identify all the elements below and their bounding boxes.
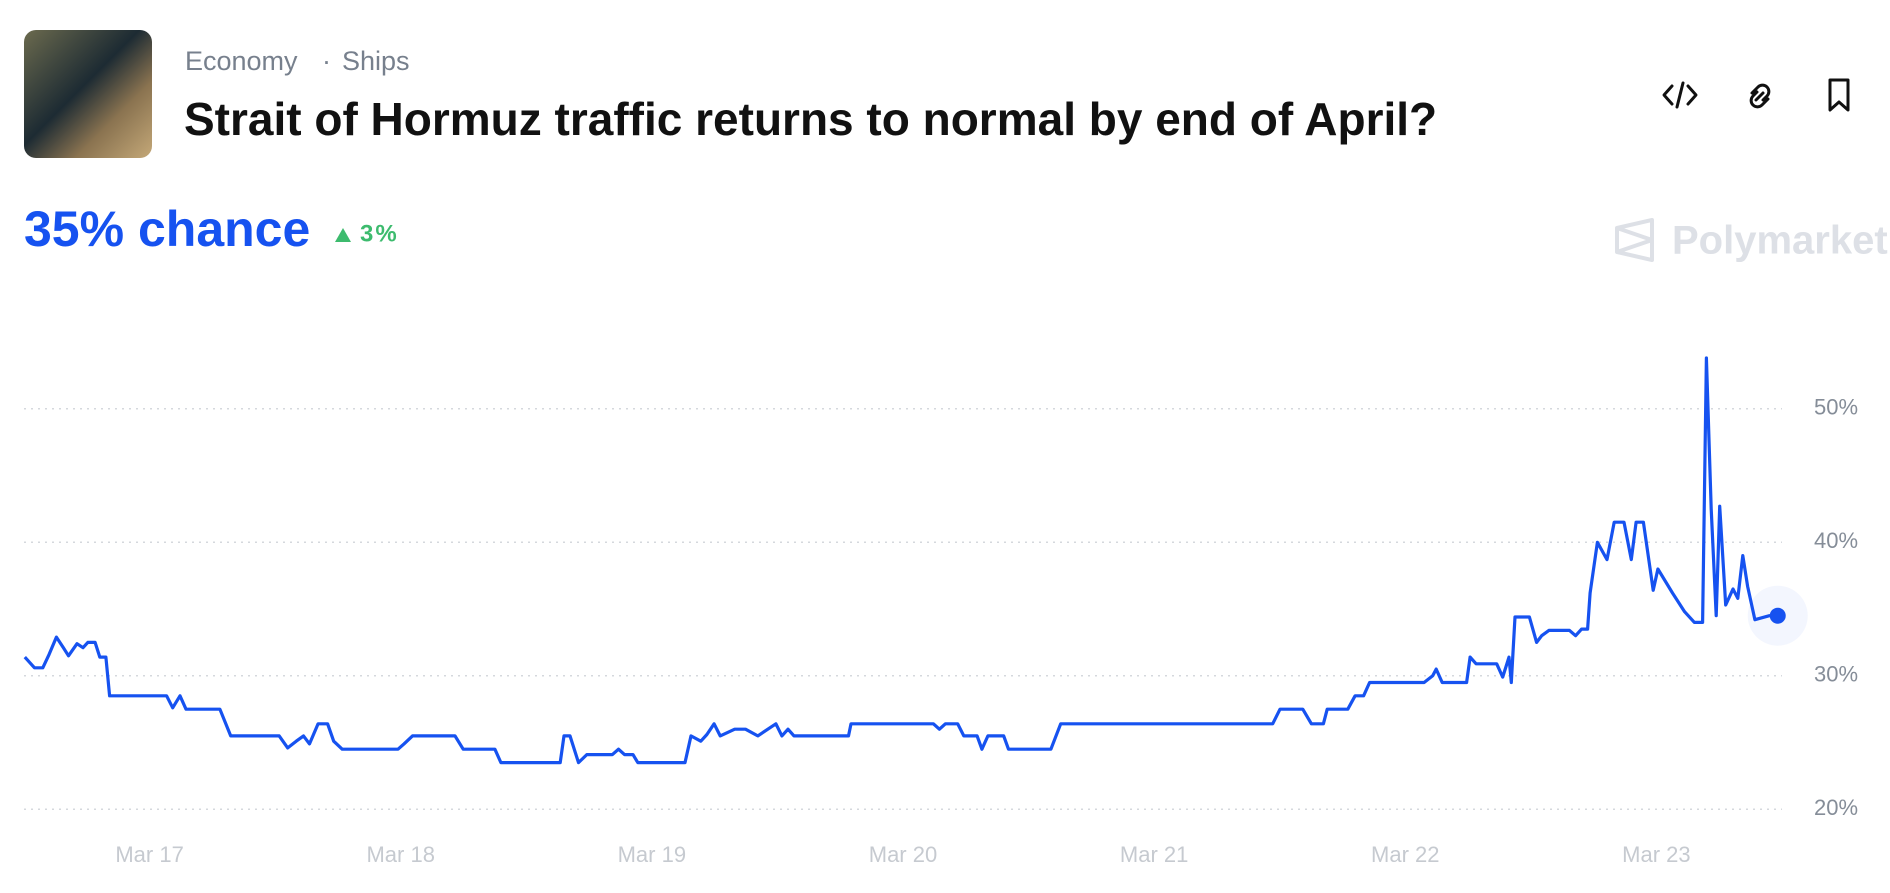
bookmark-button[interactable] [1828,78,1850,112]
x-tick-label: Mar 23 [1622,842,1690,867]
x-tick-label: Mar 18 [366,842,434,867]
y-tick-label: 40% [1814,528,1858,553]
x-tick-label: Mar 17 [115,842,183,867]
price-line [23,356,1778,765]
brand-logo [1615,218,1654,262]
y-tick-label: 50% [1814,395,1858,420]
market-title: Strait of Hormuz traffic returns to norm… [184,93,1437,145]
embed-button[interactable] [1662,81,1698,109]
brand-name: Polymarket [1672,219,1888,263]
copy-link-button[interactable] [1749,83,1771,109]
y-tick-label: 20% [1814,795,1858,820]
x-tick-label: Mar 22 [1371,842,1439,867]
change: 3% [360,220,399,247]
change-arrow [335,228,351,242]
breadcrumb-separator: · [322,46,331,76]
x-tick-label: Mar 21 [1120,842,1188,867]
y-tick-label: 30% [1814,662,1858,687]
market-thumbnail [24,30,152,158]
x-tick-label: Mar 19 [618,842,686,867]
category: Economy [185,46,298,76]
current-point [1769,607,1786,624]
headline-chance: 35% chance [24,201,310,257]
x-tick-label: Mar 20 [869,842,937,867]
subcategory[interactable]: Ships [342,46,410,76]
